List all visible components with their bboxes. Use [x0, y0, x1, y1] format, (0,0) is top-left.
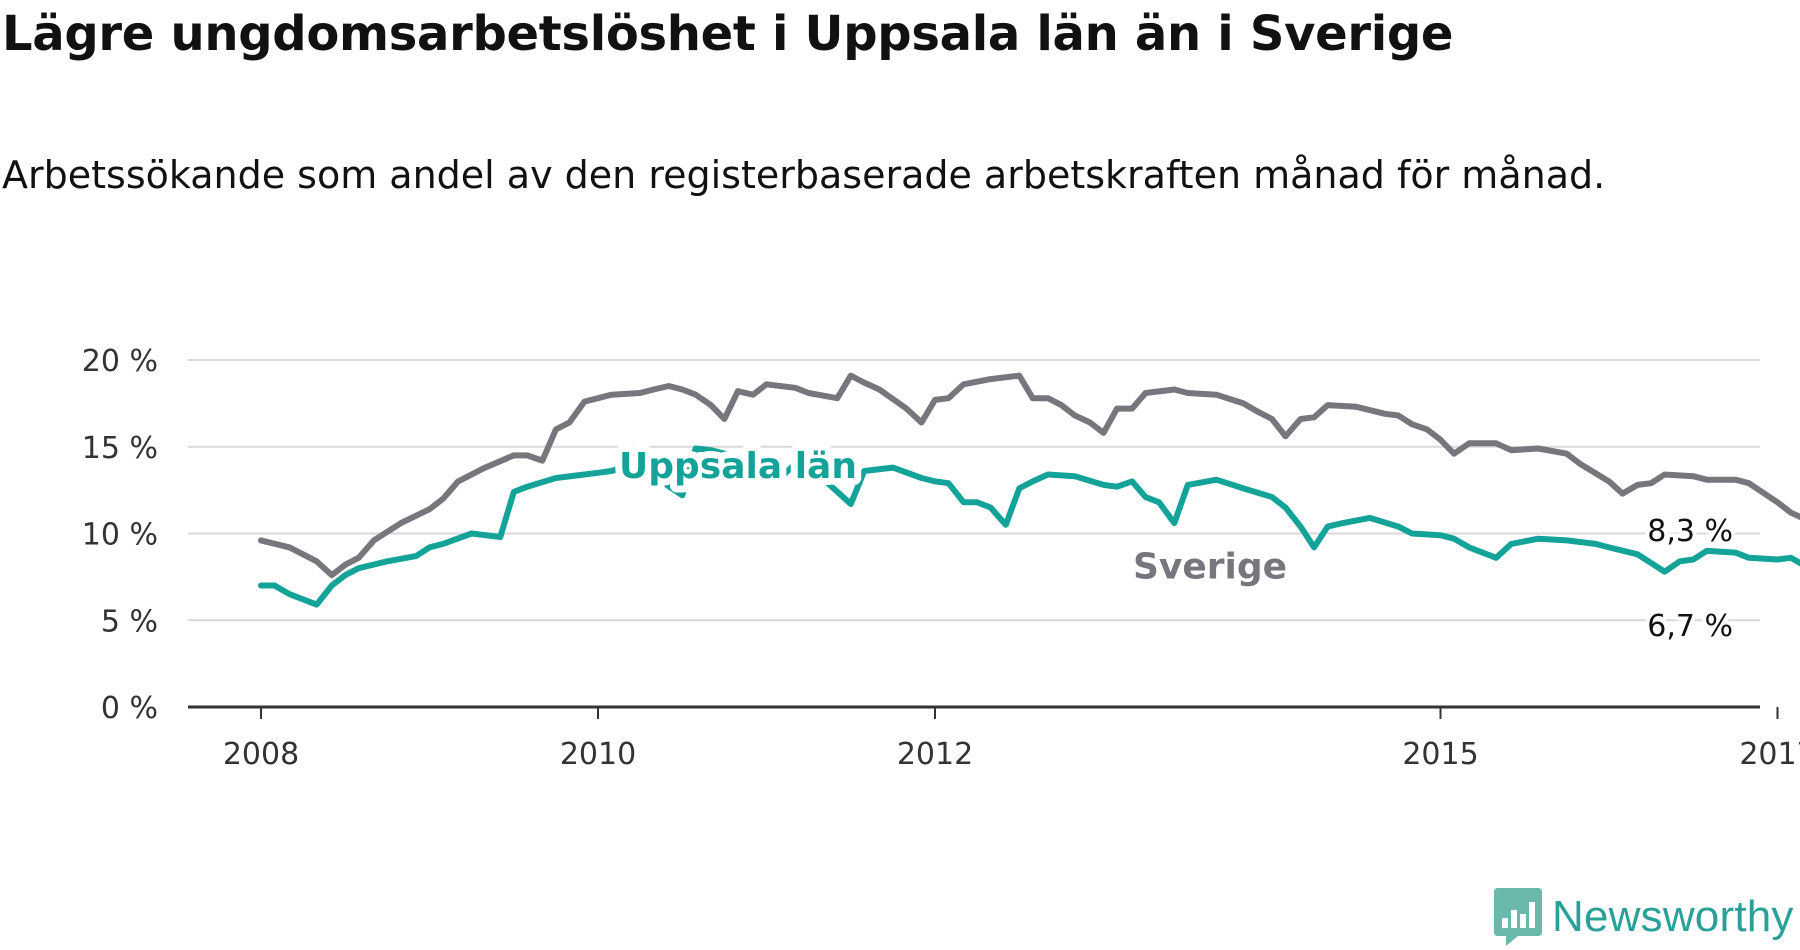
newsworthy-logo-icon: [1494, 888, 1542, 946]
uppsala-lan-end-label: 6,7 %: [1647, 609, 1733, 644]
x-tick-label: 2008: [223, 737, 299, 772]
sverige-end-label: 8,3 %: [1647, 514, 1733, 549]
y-tick-label: 0 %: [101, 691, 158, 726]
brand-name: Newsworthy: [1552, 892, 1794, 941]
uppsala-lan-series-label: Uppsala län: [619, 446, 857, 487]
x-tick-label: 2015: [1402, 737, 1478, 772]
sverige-series-label: Sverige: [1133, 547, 1287, 588]
x-tick-label: 2017: [1739, 737, 1800, 772]
x-tick-label: 2012: [897, 737, 973, 772]
uppsala-lan-line: [258, 445, 1800, 608]
chart-title: Lägre ungdomsarbetslöshet i Uppsala län …: [2, 6, 1454, 62]
brand-logo: Newsworthy: [1494, 888, 1794, 946]
y-tick-label: 5 %: [101, 604, 158, 639]
chart-subtitle: Arbetssökande som andel av den registerb…: [2, 153, 1606, 197]
y-tick-label: 20 %: [82, 344, 158, 379]
y-tick-label: 10 %: [82, 518, 158, 553]
x-tick-label: 2010: [560, 737, 636, 772]
y-tick-label: 15 %: [82, 431, 158, 466]
sverige-line: [258, 372, 1800, 579]
